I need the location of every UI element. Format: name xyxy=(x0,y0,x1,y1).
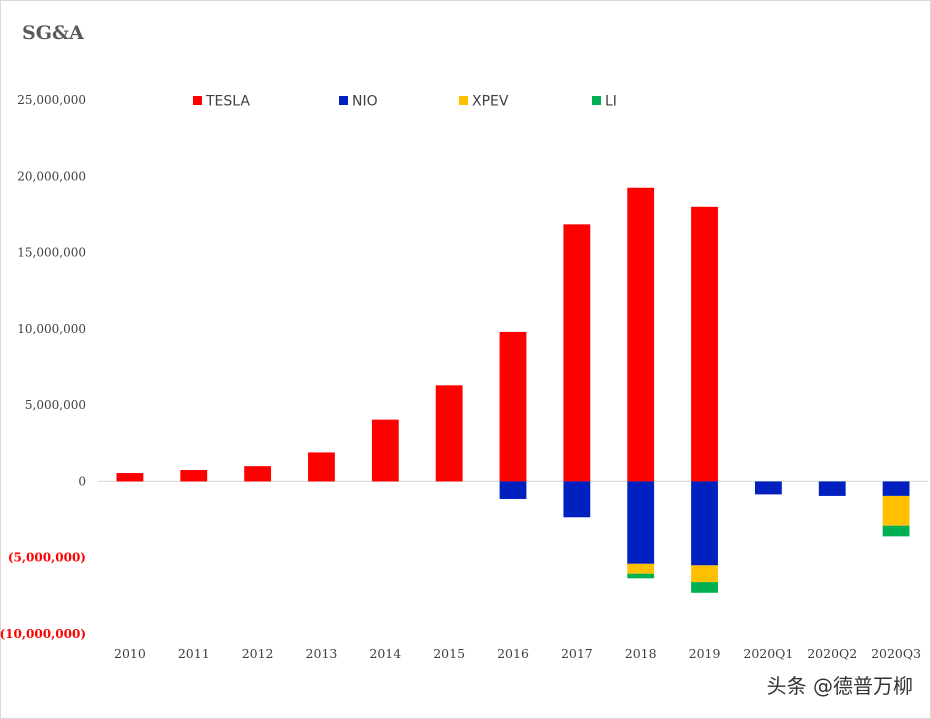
x-tick-label: 2015 xyxy=(433,646,465,661)
x-tick-label: 2020Q2 xyxy=(807,646,857,661)
bar-xpev-2020q3 xyxy=(882,495,910,526)
chart-title: SG&A xyxy=(22,22,84,44)
legend-swatch-xpev xyxy=(459,96,468,105)
bar-xpev-2019 xyxy=(691,565,718,583)
legend-swatch-tesla xyxy=(193,96,202,105)
bar-nio-2017 xyxy=(563,481,591,518)
legend-label-li: LI xyxy=(605,94,617,110)
y-tick-label: 5,000,000 xyxy=(25,398,86,412)
y-tick-label: (5,000,000) xyxy=(8,551,86,565)
x-tick-label: 2010 xyxy=(114,646,146,661)
bar-li-2020q3 xyxy=(882,525,910,537)
bar-tesla-2018 xyxy=(627,187,655,482)
x-tick-label: 2020Q1 xyxy=(743,646,793,661)
legend-label-nio: NIO xyxy=(352,94,378,110)
y-tick-label: 15,000,000 xyxy=(17,246,86,260)
x-tick-label: 2017 xyxy=(561,646,593,661)
bar-tesla-2017 xyxy=(563,224,591,482)
x-tick-label: 2011 xyxy=(178,646,210,661)
y-tick-label: 20,000,000 xyxy=(17,169,86,183)
bar-xpev-2018 xyxy=(627,563,655,574)
x-tick-label: 2016 xyxy=(497,646,529,661)
legend-swatch-li xyxy=(592,96,601,105)
bar-nio-2019 xyxy=(691,481,718,566)
x-tick-label: 2019 xyxy=(689,646,721,661)
x-tick-label: 2013 xyxy=(306,646,338,661)
legend-label-tesla: TESLA xyxy=(205,94,250,110)
y-tick-label: 0 xyxy=(78,474,86,488)
bar-li-2019 xyxy=(691,582,718,593)
watermark-text: 头条 @德普万柳 xyxy=(766,674,913,698)
bar-tesla-2016 xyxy=(499,331,527,482)
x-tick-label: 2020Q3 xyxy=(871,646,921,661)
bar-tesla-2012 xyxy=(244,466,272,482)
bar-nio-2020q3 xyxy=(882,481,910,496)
bar-tesla-2019 xyxy=(691,206,718,482)
bar-li-2018 xyxy=(627,573,655,579)
bar-nio-2020q1 xyxy=(754,481,782,495)
x-tick-label: 2012 xyxy=(242,646,274,661)
y-tick-label: 25,000,000 xyxy=(17,93,86,107)
bar-tesla-2010 xyxy=(116,473,144,482)
legend-label-xpev: XPEV xyxy=(472,94,509,110)
legend-swatch-nio xyxy=(339,96,348,105)
bar-tesla-2013 xyxy=(308,452,335,482)
y-tick-label: (10,000,000) xyxy=(0,627,86,641)
bar-tesla-2015 xyxy=(435,385,463,482)
bar-nio-2018 xyxy=(627,481,655,564)
bar-tesla-2014 xyxy=(371,419,399,482)
bar-nio-2020q2 xyxy=(818,481,846,496)
bar-nio-2016 xyxy=(499,481,527,499)
bar-tesla-2011 xyxy=(180,469,208,482)
x-tick-label: 2018 xyxy=(625,646,657,661)
y-tick-label: 10,000,000 xyxy=(17,322,86,336)
x-tick-label: 2014 xyxy=(369,646,401,661)
